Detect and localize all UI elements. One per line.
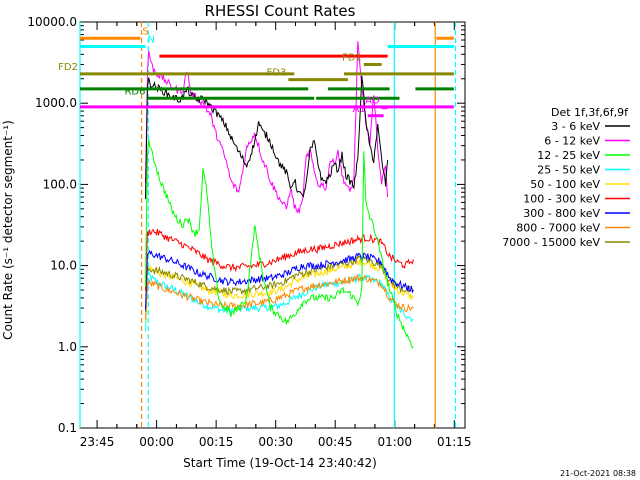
flag-label: S [142,26,148,37]
series-line [145,249,414,310]
series-line [145,138,414,349]
flag-label: RD6 [124,86,145,97]
series-line [145,258,414,322]
legend-title: Det 1f,3f,6f,9f [551,106,629,119]
legend-label: 7000 - 15000 keV [502,236,600,249]
y-tick-label: 100.0 [43,177,77,191]
y-tick-label: 0.1 [58,421,77,435]
x-tick-label: 01:00 [377,435,412,449]
flag-label: N [147,34,154,45]
plot-area: 0.1 1.0 10.0 100.0 1000.0 10000.0 23:45 00:00 00… [27,15,630,449]
x-tick-label: 00:30 [258,435,293,449]
legend-label: 25 - 50 keV [537,164,600,177]
flag-label: FD2 [58,62,78,73]
x-tick-label: 01:15 [437,435,472,449]
y-tick-label: 1.0 [58,340,77,354]
x-tick-label: 23:45 [80,435,115,449]
x-tick-label: 00:00 [139,435,174,449]
legend-label: 12 - 25 keV [537,149,600,162]
y-tick-label: 1000.0 [35,96,77,110]
series-line [145,273,414,321]
legend-label: 100 - 300 keV [523,193,600,206]
flag-label: FD3 [267,68,287,79]
chart-title: RHESSI Count Rates [205,2,356,20]
flag-label: AO [365,96,380,107]
x-tick-label: 00:15 [199,435,234,449]
flag-label: A1 [353,104,366,115]
y-tick-label: 10.0 [50,259,77,273]
flag-label: FD1 [342,52,362,63]
legend-label: 50 - 100 keV [530,178,600,191]
plot-timestamp: 21-Oct-2021 08:38 [560,469,636,478]
y-tick-label: 10000.0 [27,15,77,29]
series-line [145,228,414,291]
legend-label: 6 - 12 keV [544,135,600,148]
y-axis-label: Count Rate (s⁻¹ detector segment⁻¹) [1,120,15,340]
x-axis-label: Start Time (19-Oct-14 23:40:42) [183,456,377,470]
series-line [145,75,389,200]
legend-label: 300 - 800 keV [523,207,600,220]
legend-label: 3 - 6 keV [551,120,600,133]
x-tick-label: 00:45 [318,435,353,449]
legend-label: 800 - 7000 keV [516,222,600,235]
